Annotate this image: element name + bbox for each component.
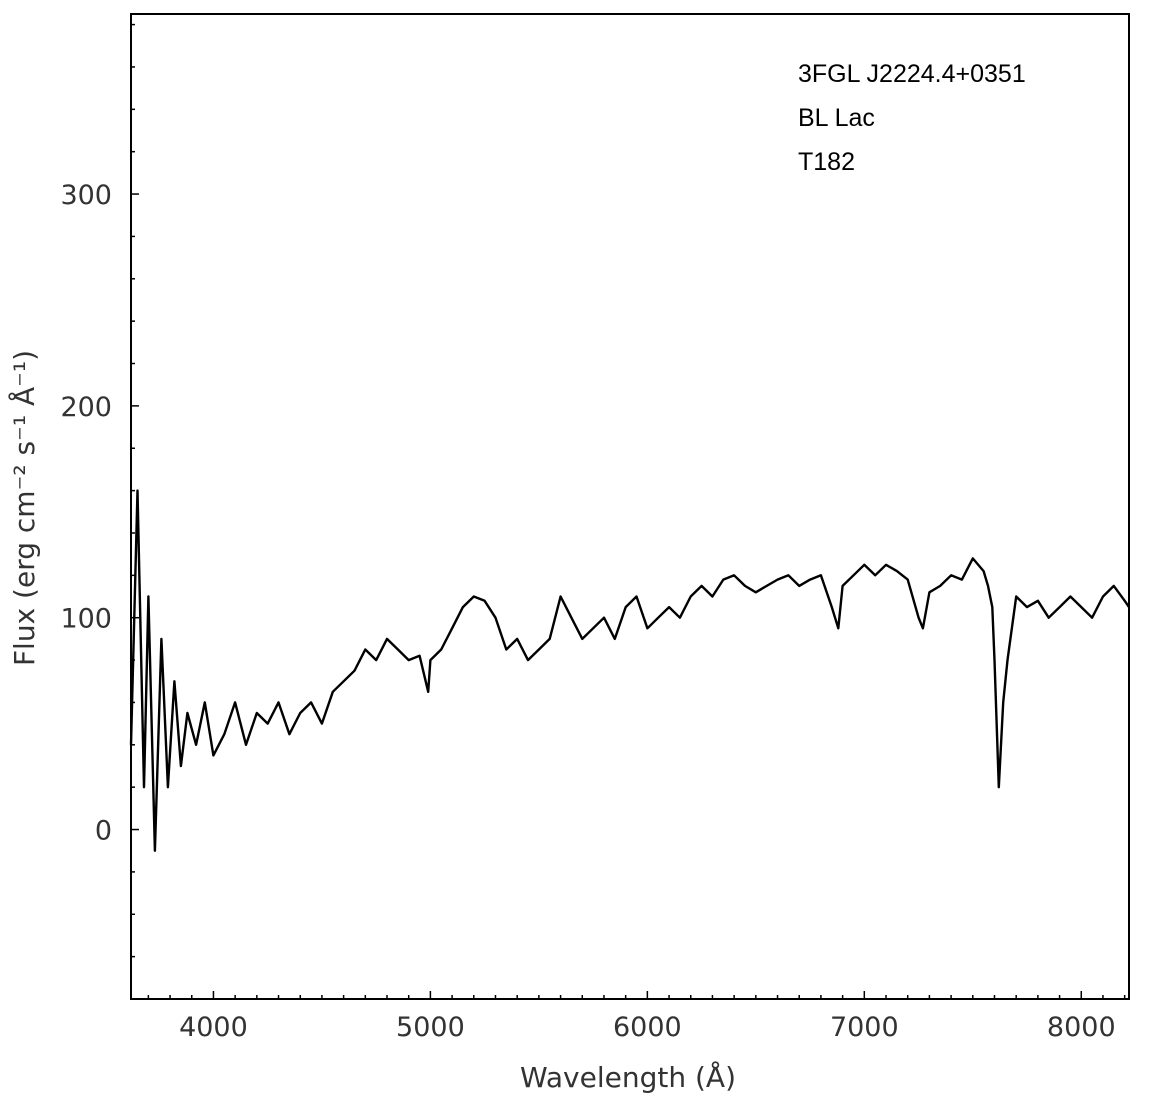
plot-area xyxy=(130,13,1130,1000)
annotation-source: 3FGL J2224.4+0351 xyxy=(798,60,1026,88)
x-tick-label: 5000 xyxy=(396,1012,465,1043)
y-tick-label: 100 xyxy=(60,604,112,635)
x-tick-label: 7000 xyxy=(830,1012,899,1043)
x-tick-label: 8000 xyxy=(1047,1012,1116,1043)
x-axis: 4000 5000 6000 7000 8000 xyxy=(147,991,1126,1043)
y-axis-label: Flux (erg cm⁻² s⁻¹ Å⁻¹) xyxy=(7,350,41,666)
y-tick-label: 200 xyxy=(60,392,112,423)
x-axis-label: Wavelength (Å) xyxy=(520,1060,736,1094)
y-tick-label: 300 xyxy=(60,180,112,211)
x-tick-label: 4000 xyxy=(179,1012,248,1043)
x-tick-label: 6000 xyxy=(613,1012,682,1043)
y-tick-label: 0 xyxy=(95,816,112,847)
annotation-class: BL Lac xyxy=(798,104,875,132)
y-axis: 0 100 200 300 xyxy=(60,23,139,958)
annotation-telescope: T182 xyxy=(798,148,855,176)
spectrum-series-line xyxy=(129,489,1130,852)
